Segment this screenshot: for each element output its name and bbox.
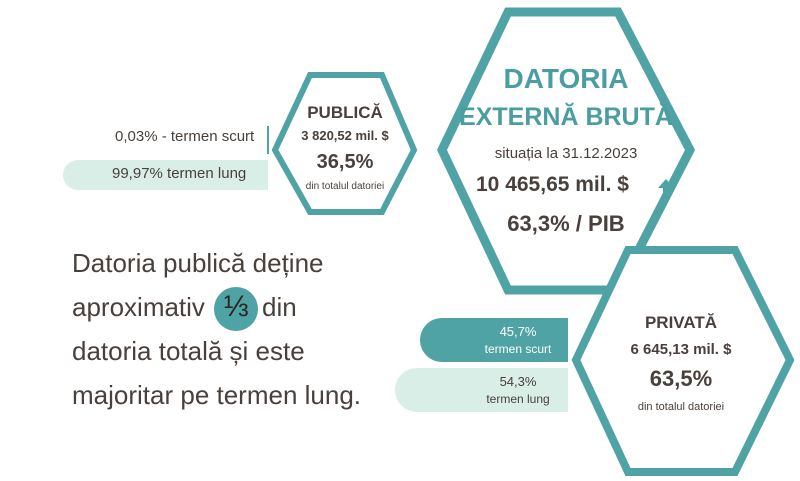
private-long-term-bar: [395, 368, 568, 412]
public-long-term: 99,97% termen lung: [112, 165, 247, 182]
public-amount: 3 820,52 mil. $: [301, 128, 389, 143]
private-long-term-share: 54,3%: [499, 374, 537, 389]
main-title-line2: EXTERNĂ BRUTĂ: [459, 103, 673, 131]
note-line3: datoria totală și este: [72, 336, 305, 366]
public-hexagon: [271, 72, 418, 215]
private-hexagon: [571, 246, 795, 476]
note-line1: Datoria publică deține: [72, 248, 324, 278]
public-long-term-bar: [63, 160, 268, 190]
main-situation: situația la 31.12.2023: [494, 145, 638, 162]
public-short-term: 0,03% - termen scurt: [115, 128, 255, 145]
note-fraction: ⅓: [223, 290, 249, 323]
private-title: PRIVATĂ: [644, 313, 718, 332]
public-share: 36,5%: [316, 151, 374, 173]
private-short-term-label: termen scurt: [484, 342, 552, 356]
private-share: 63,5%: [649, 366, 713, 391]
private-amount: 6 645,13 mil. $: [630, 341, 732, 358]
private-share-note: din totalul datoriei: [637, 401, 725, 413]
fraction-badge: [214, 287, 258, 331]
private-long-term-label: termen lung: [486, 392, 550, 406]
public-title: PUBLICĂ: [307, 103, 383, 122]
main-total: 10 465,65 mil. $: [476, 173, 629, 196]
note-line4: majoritar pe termen lung.: [72, 380, 362, 410]
main-gdp-share: 63,3% / PIB: [507, 211, 625, 236]
note-line2-before: aproximativ: [72, 292, 205, 322]
note-line2-after: din: [262, 292, 297, 322]
main-hexagon: [437, 7, 696, 295]
main-title-line1: DATORIA: [503, 63, 629, 94]
up-arrow-icon: [658, 179, 674, 196]
private-short-term-share: 45,7%: [499, 324, 537, 339]
private-short-term-bar: [420, 318, 568, 362]
public-share-note: din totalul datoriei: [305, 181, 385, 192]
